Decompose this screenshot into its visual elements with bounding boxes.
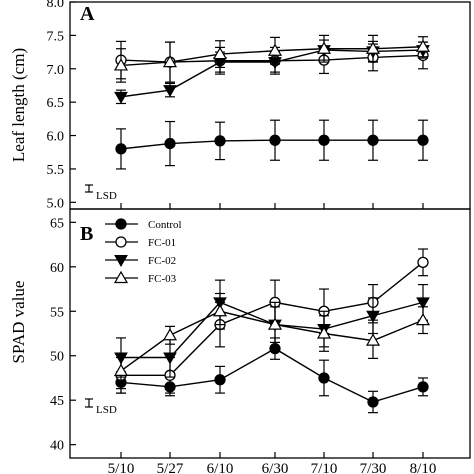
legend-marker-fc-02 — [114, 255, 128, 268]
panel-a-y-tick-label: 8.0 — [47, 0, 65, 11]
panel-a-y-tick-label: 7.0 — [47, 63, 65, 78]
panel-b-point-fc-03 — [267, 317, 283, 330]
panel-a-point-control — [115, 143, 127, 155]
panel-a-y-tick-label: 6.0 — [47, 130, 65, 145]
panel-a-point-fc-02 — [114, 91, 128, 104]
x-tick-label: 5/10 — [108, 461, 135, 474]
panel-b-point-control — [214, 374, 226, 386]
x-tick-label: 6/10 — [207, 461, 234, 474]
x-tick-label: 6/30 — [262, 461, 289, 474]
panel-a-y-ticks: 5.0 5.5 6.0 6.5 7.0 7.5 8.0 — [47, 0, 76, 211]
panel-b-frame — [69, 208, 471, 459]
panel-a-y-tick-label: 5.5 — [47, 163, 65, 178]
panel-b-legend: Control FC-01 FC-02 FC-03 — [105, 218, 182, 285]
panel-a-point-fc-03 — [415, 39, 431, 52]
x-tick-label: 7/30 — [360, 461, 387, 474]
panel-b-y-tick-label: 40 — [50, 439, 64, 454]
panel-b-lsd-bar: LSD — [85, 398, 117, 416]
panel-a-point-control — [367, 134, 379, 146]
panel-a-series-fc-03 — [113, 34, 431, 83]
panel-a-point-fc-03 — [267, 43, 283, 56]
panel-b-point-fc-02 — [416, 297, 430, 310]
panel-a-point-fc-03 — [365, 41, 381, 54]
panel-a: A Leaf length (cm) 5.0 5.5 6.0 6.5 7.0 7.5 8.0… — [9, 0, 471, 211]
panel-b-point-fc-03 — [212, 304, 228, 317]
panel-a-point-control — [417, 134, 429, 146]
panel-b-y-tick-label: 50 — [50, 350, 64, 365]
panel-a-point-fc-02 — [163, 85, 177, 98]
panel-b-y-tick-label: 55 — [50, 305, 64, 320]
legend-label: Control — [148, 219, 182, 231]
x-tick-label: 7/10 — [311, 461, 338, 474]
legend-marker-control — [115, 218, 127, 230]
panel-b-point-control — [318, 372, 330, 384]
panel-b-y-tick-label: 45 — [50, 394, 64, 409]
x-tick-label: 8/10 — [410, 461, 437, 474]
panel-b-point-control — [417, 381, 429, 393]
panel-a-y-tick-label: 5.0 — [47, 196, 65, 211]
legend-item-fc-02: FC-02 — [105, 255, 176, 268]
panel-a-series-control — [115, 119, 429, 170]
panel-b-point-fc-03 — [415, 312, 431, 326]
panel-b: B SPAD value 40 45 50 55 60 65 Control FC-01 FC… — [9, 208, 471, 459]
panel-a-point-fc-03 — [162, 54, 178, 68]
panel-b-point-fc-03 — [316, 326, 332, 339]
panel-b-point-fc-03 — [113, 363, 129, 376]
panel-b-y-tick-label: 65 — [50, 216, 64, 231]
panel-a-frame — [69, 1, 471, 210]
panel-a-point-fc-03 — [316, 41, 332, 54]
legend-label: FC-02 — [148, 255, 176, 267]
panel-b-y-ticks: 40 45 50 55 60 65 — [50, 216, 76, 454]
panel-a-series — [113, 34, 431, 170]
legend-item-fc-01: FC-01 — [105, 236, 176, 249]
panel-a-point-control — [269, 134, 281, 146]
panel-a-point-control — [164, 137, 176, 150]
legend-item-fc-03: FC-03 — [105, 270, 177, 285]
legend-label: FC-03 — [148, 273, 177, 285]
legend-item-control: Control — [105, 218, 182, 231]
panel-b-point-control — [367, 396, 379, 408]
panel-b-point-fc-03 — [162, 328, 178, 341]
panel-b-lsd-label: LSD — [96, 404, 117, 416]
panel-b-y-tick-label: 60 — [50, 261, 64, 276]
panel-a-point-fc-03 — [212, 46, 228, 60]
panel-b-point-fc-03 — [365, 333, 381, 346]
legend-marker-fc-03 — [113, 270, 129, 284]
panel-b-y-axis-title: SPAD value — [9, 281, 28, 364]
x-axis-ticks: 5/10 5/27 6/10 6/30 7/10 7/30 8/10 — [108, 203, 437, 474]
panel-a-lsd-label: LSD — [96, 190, 117, 202]
panel-b-series-fc-03 — [113, 292, 431, 390]
panel-b-label: B — [80, 223, 93, 245]
legend-label: FC-01 — [148, 237, 176, 249]
panel-a-point-control — [214, 135, 226, 147]
x-tick-label: 5/27 — [157, 461, 184, 474]
panel-a-lsd-bar: LSD — [85, 184, 117, 202]
legend-marker-fc-01 — [115, 236, 127, 248]
panel-a-label: A — [80, 3, 95, 25]
panel-a-point-control — [318, 134, 330, 146]
panel-a-y-axis-title: Leaf length (cm) — [9, 48, 28, 162]
panel-a-y-tick-label: 7.5 — [47, 29, 65, 44]
panel-b-series — [113, 248, 431, 414]
panel-b-point-fc-02 — [163, 352, 177, 365]
panel-a-point-fc-03 — [113, 58, 129, 71]
panel-b-point-fc-01 — [417, 256, 429, 269]
panel-b-point-fc-02 — [366, 310, 380, 323]
panel-a-y-tick-label: 6.5 — [47, 96, 65, 111]
